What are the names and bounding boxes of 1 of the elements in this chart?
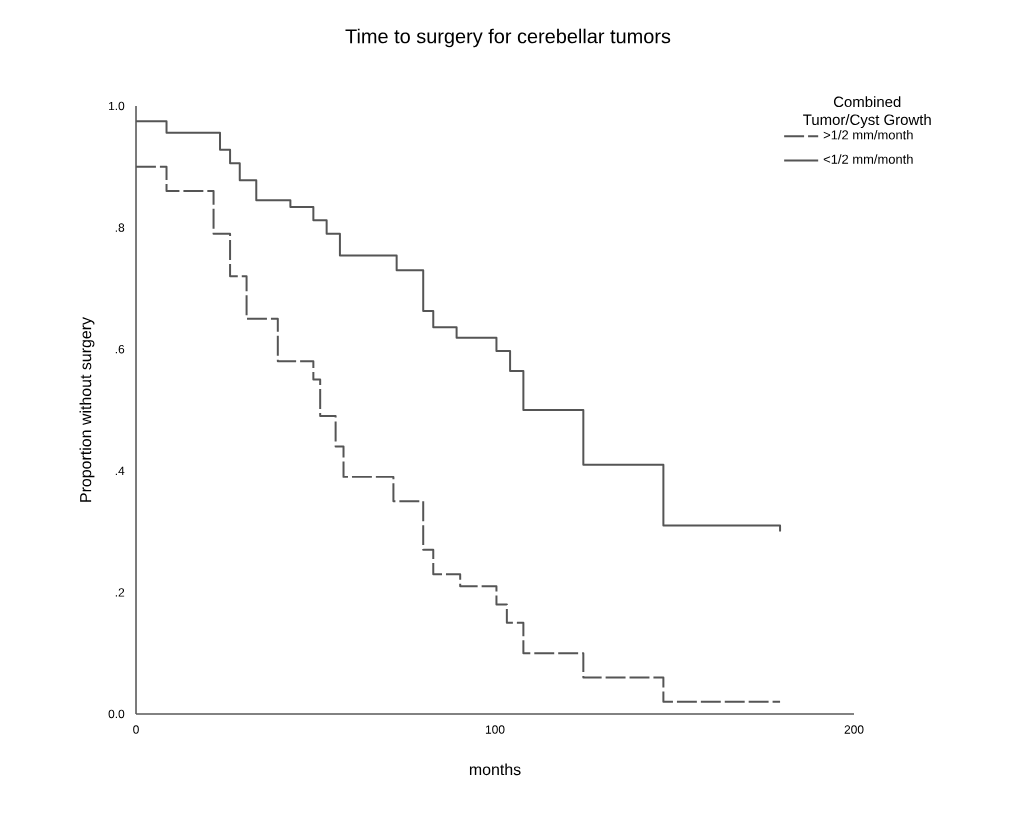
chart-title: Time to surgery for cerebellar tumors — [345, 28, 671, 48]
